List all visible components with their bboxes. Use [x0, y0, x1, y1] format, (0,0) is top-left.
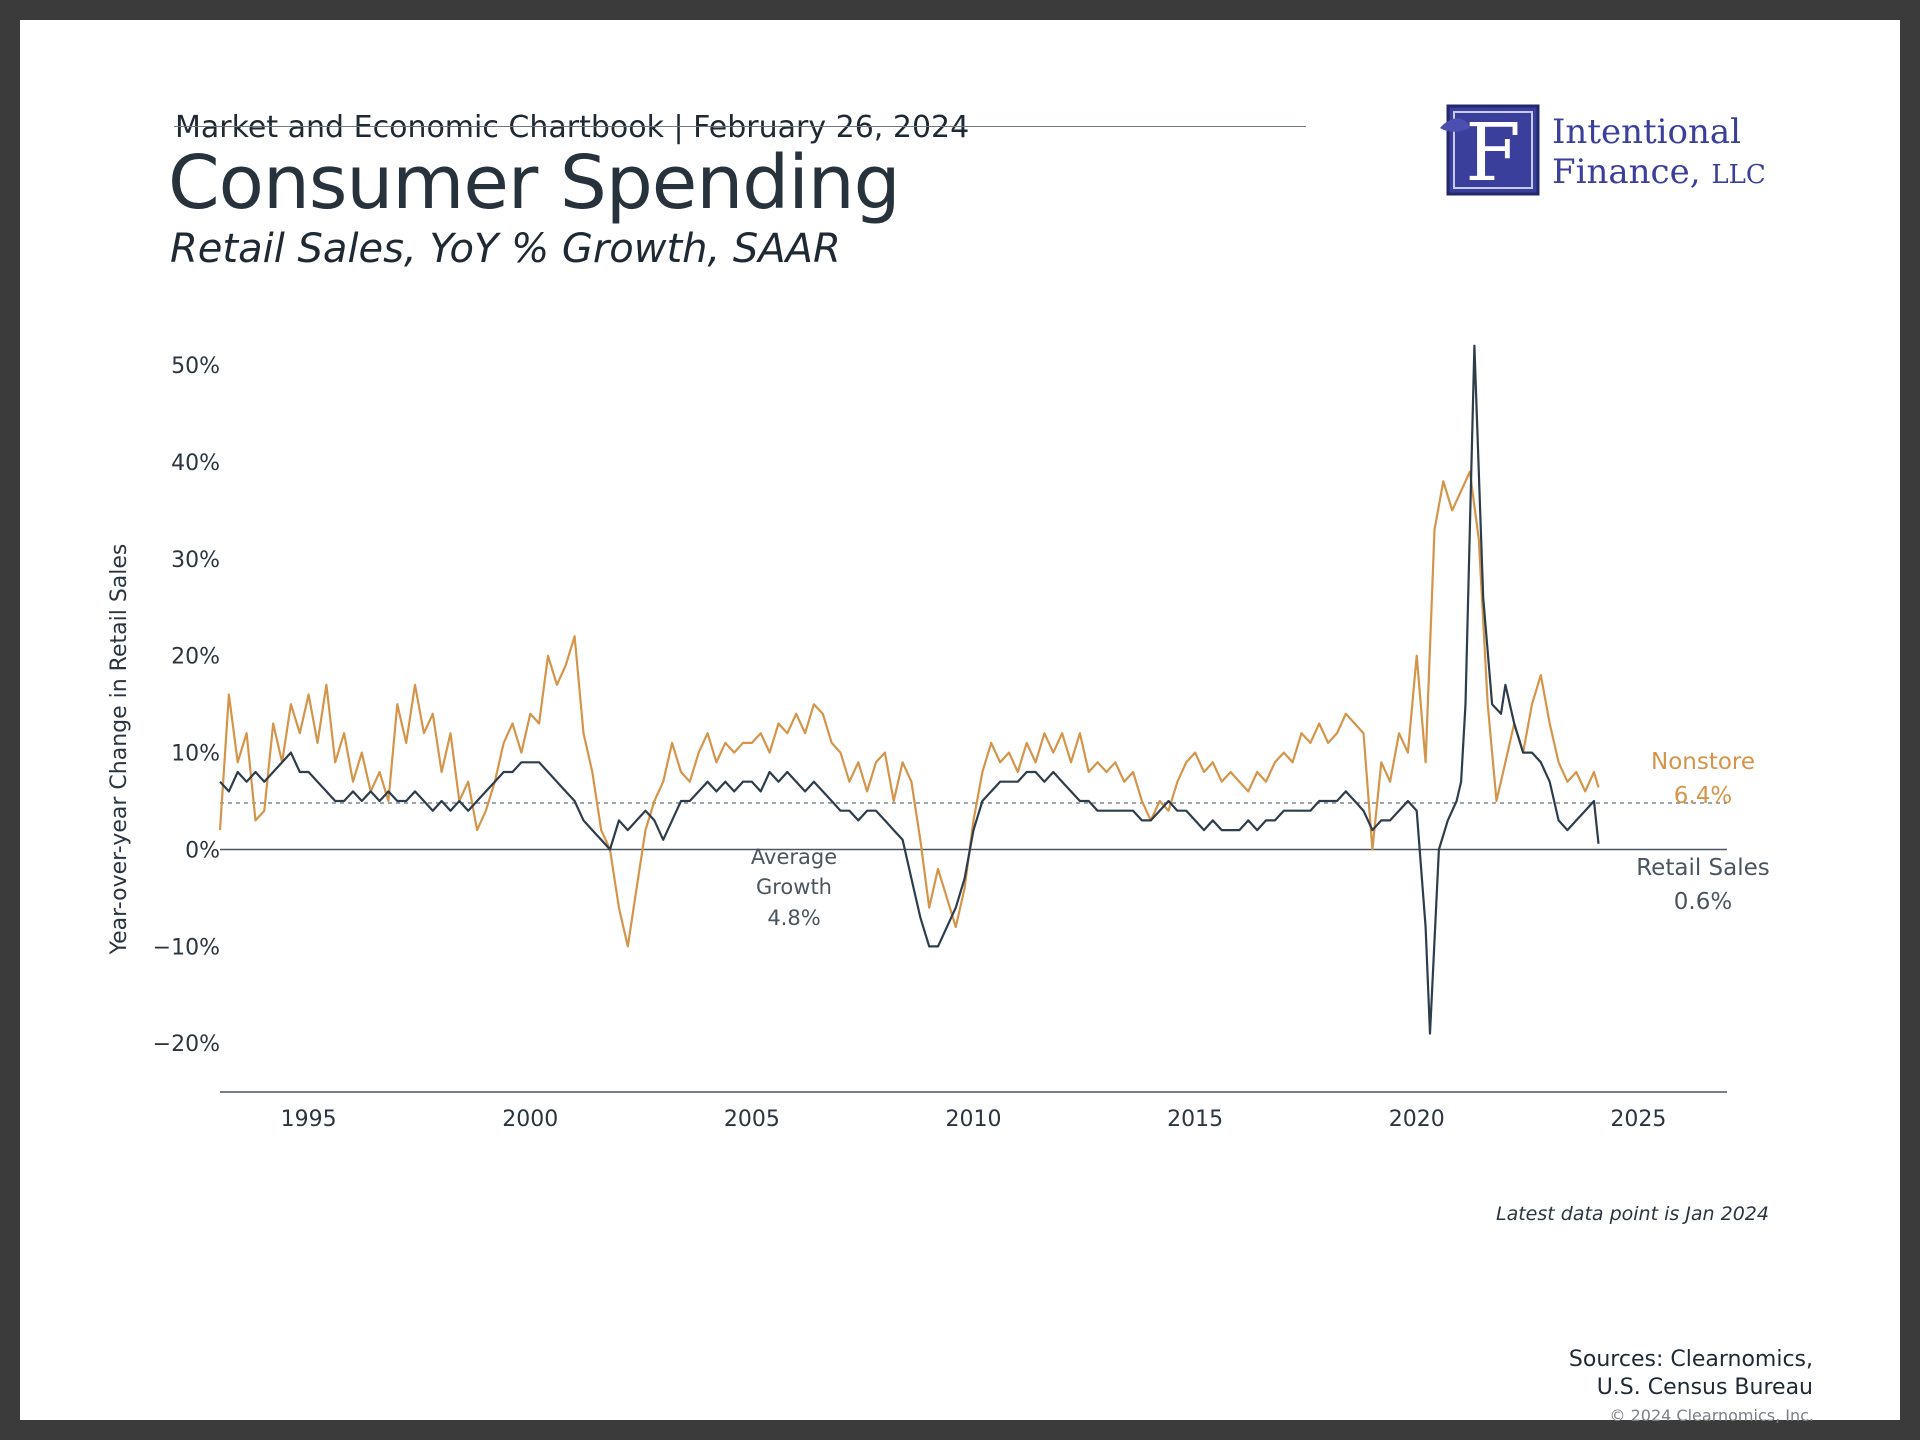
page-title: Consumer Spending: [168, 140, 901, 226]
y-tick-label: 20%: [171, 645, 220, 670]
axes: [220, 802, 1727, 1093]
y-tick-label: 0%: [185, 838, 220, 863]
page-subtitle: Retail Sales, YoY % Growth, SAAR: [170, 226, 841, 272]
y-tick-label: 50%: [171, 354, 220, 379]
logo-text: Intentional Finance, LLC: [1552, 112, 1766, 195]
series-label-nonstore: Nonstore: [1651, 749, 1755, 775]
logo-line2-main: Finance,: [1552, 152, 1701, 192]
sources: Sources: Clearnomics, U.S. Census Bureau: [1569, 1346, 1813, 1402]
latest-data-note: Latest data point is Jan 2024: [1496, 1203, 1769, 1225]
average-annotation-line2: Growth: [756, 875, 832, 899]
logo-box: [1446, 104, 1540, 196]
series-end-value-nonstore: 6.4%: [1674, 783, 1732, 809]
leaf-icon: [1440, 118, 1470, 132]
x-tick-label: 2020: [1389, 1107, 1445, 1132]
x-tick-label: 1995: [281, 1107, 337, 1132]
x-tick-label: 2005: [724, 1107, 780, 1132]
y-tick-label: 30%: [171, 548, 220, 573]
y-axis-label: Year-over-year Change in Retail Sales: [107, 544, 132, 956]
series-line-retail-sales: [219, 344, 1600, 1035]
logo-line2: Finance, LLC: [1552, 152, 1766, 195]
series-end-value-retail-sales: 0.6%: [1674, 889, 1732, 915]
x-tick-label: 2015: [1167, 1107, 1223, 1132]
line-chart: 50% 40% 30% 20% 10% 0% −10% −20% 1995 2000 2005 201…: [107, 344, 1770, 1132]
header-rule: [174, 126, 1306, 127]
logo-letter: F: [1465, 106, 1521, 199]
chart-labels: 50% 40% 30% 20% 10% 0% −10% −20% 1995 2000 2005 201…: [107, 354, 1770, 1132]
x-tick-label: 2000: [502, 1107, 558, 1132]
series-lines: [218, 344, 1600, 1035]
x-tick-label: 2025: [1610, 1107, 1666, 1132]
average-annotation-line3: 4.8%: [767, 906, 820, 930]
sources-line1: Sources: Clearnomics,: [1568, 1347, 1813, 1372]
y-tick-label: 40%: [171, 451, 220, 476]
chart-page: Market and Economic Chartbook | February…: [20, 20, 1900, 1425]
sources-line2: U.S. Census Bureau: [1596, 1375, 1813, 1400]
logo-line1: Intentional: [1552, 112, 1742, 152]
copyright: © 2024 Clearnomics, Inc.: [1609, 1406, 1814, 1425]
company-logo: F: [1440, 104, 1540, 199]
average-annotation-line1: Average: [751, 845, 837, 869]
y-tick-label: −10%: [153, 935, 220, 960]
logo-line2-llc: LLC: [1711, 160, 1766, 190]
x-tick-label: 2010: [946, 1107, 1002, 1132]
chartbook-header: Market and Economic Chartbook | February…: [175, 110, 970, 145]
series-line-nonstore: [218, 470, 1600, 948]
series-label-retail-sales: Retail Sales: [1636, 855, 1770, 881]
y-tick-label: 10%: [171, 742, 220, 767]
y-tick-label: −20%: [153, 1032, 220, 1057]
